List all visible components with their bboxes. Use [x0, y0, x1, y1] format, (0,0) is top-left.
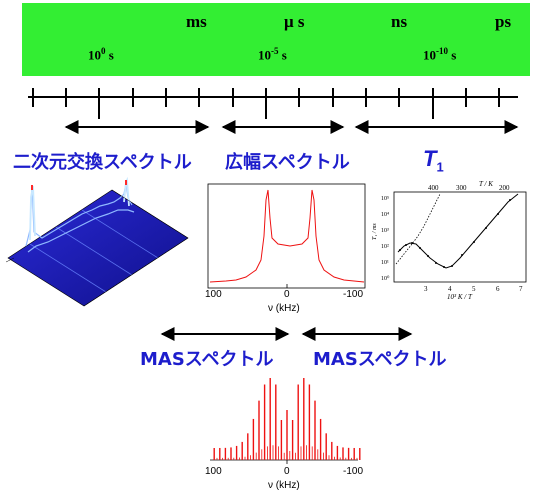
mas-x-tick-100: 100: [205, 466, 222, 477]
timeline-axis: [28, 88, 518, 119]
power-label-10: 10-10 s: [423, 46, 457, 63]
mas-x-tick-neg100: -100: [343, 466, 363, 477]
t1-plot: [393, 191, 527, 283]
mas-x-tick-0: 0: [284, 466, 290, 477]
mas-spectrum-plot: [210, 378, 361, 464]
t1-x-tick-7: 7: [519, 285, 523, 293]
power-label-0: 100 s: [88, 46, 114, 63]
label-mas-left: MASスペクトル: [140, 349, 274, 370]
t1-x-tick-4: 4: [448, 285, 452, 293]
broadline-x-axis-label: ν (kHz): [268, 303, 300, 314]
label-mas-right: MASスペクトル: [313, 349, 447, 370]
unit-ns: ns: [391, 12, 408, 31]
range-arrows: [64, 120, 519, 341]
broadline-x-tick-neg100: -100: [343, 289, 363, 300]
broadline-x-tick-100: 100: [205, 289, 222, 300]
unit-us: μ s: [284, 12, 305, 31]
unit-ps: ps: [495, 12, 512, 31]
t1-y-tick-4: 10¹: [381, 260, 389, 266]
t1-x-tick-6: 6: [496, 285, 500, 293]
t1-y-tick-1: 10⁴: [381, 212, 389, 218]
t1-top-label: T / K: [479, 180, 493, 188]
mas-x-axis-label: ν (kHz): [268, 480, 300, 491]
t1-top-tick-400: 400: [428, 184, 439, 192]
broadline-x-tick-0: 0: [284, 289, 290, 300]
t1-y-tick-5: 10⁰: [381, 275, 390, 282]
label-exchange-2d: 二次元交換スペクトル: [13, 152, 192, 173]
t1-top-tick-200: 200: [499, 184, 510, 192]
t1-y-tick-2: 10³: [381, 228, 389, 234]
t1-x-axis-label: 10³ K / T: [447, 293, 473, 301]
t1-y-tick-3: 10²: [381, 244, 389, 250]
t1-x-tick-3: 3: [424, 285, 428, 293]
label-broadline: 広幅スペクトル: [225, 152, 350, 173]
broadline-spectrum-plot: [207, 183, 366, 289]
unit-ms: ms: [186, 12, 207, 31]
label-t1: T1: [423, 146, 444, 175]
timescale-band: [22, 3, 530, 76]
t1-top-tick-300: 300: [456, 184, 467, 192]
t1-y-axis-label: T₁ / ms: [372, 223, 378, 240]
t1-y-tick-0: 10⁵: [381, 196, 389, 202]
power-label-5: 10-5 s: [258, 46, 287, 63]
exchange-2d-spectrum-plot: [5, 176, 189, 307]
t1-x-tick-5: 5: [472, 285, 476, 293]
